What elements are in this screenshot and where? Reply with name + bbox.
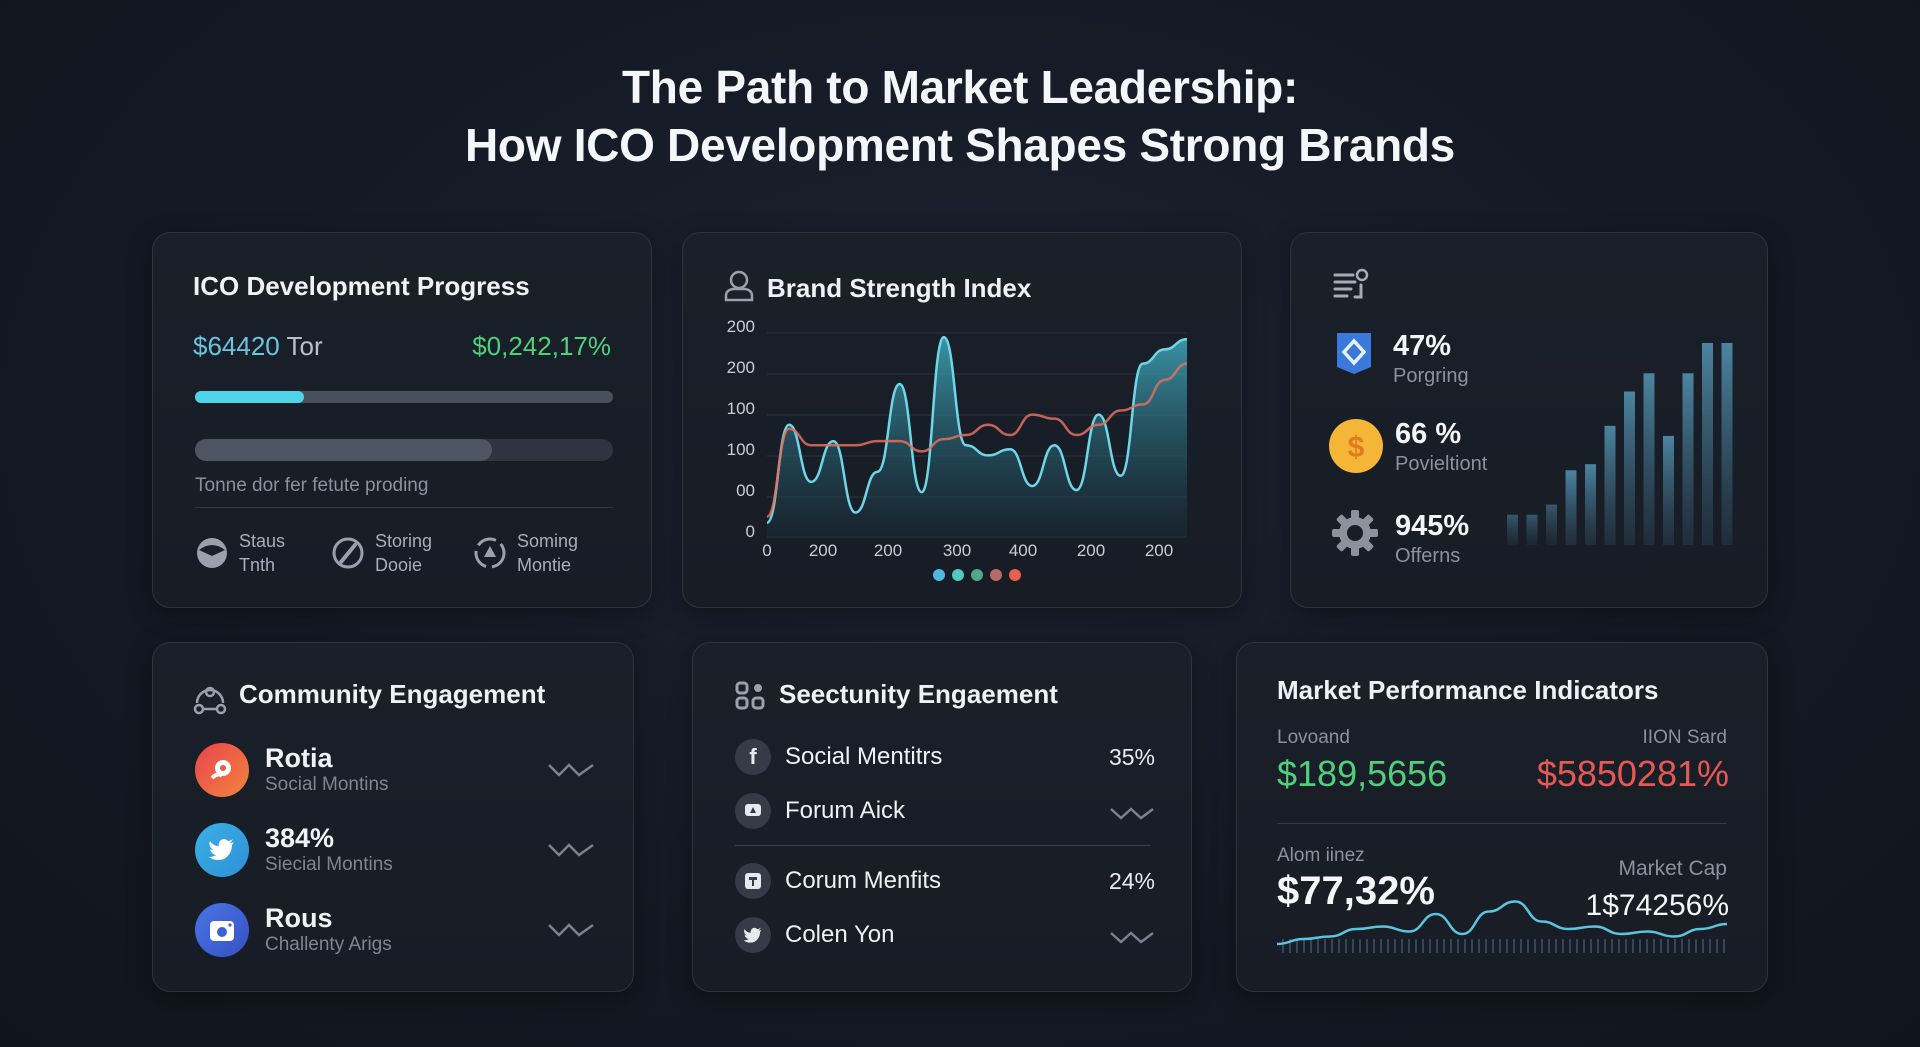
kpi-item: 47% Porgring [1331, 329, 1469, 389]
facebook-icon: f [735, 739, 771, 775]
card-title: ICO Development Progress [193, 271, 530, 301]
stage-soming[interactable]: Soming Montie [473, 529, 578, 577]
percent-stat: $0,242,17% [472, 331, 611, 361]
divider [195, 507, 613, 508]
secondary-progress-bar [195, 439, 613, 461]
brand-strength-chart [767, 332, 1187, 538]
market-cap-value: 1$74256% [1585, 889, 1729, 922]
security-item[interactable]: f Social Mentitrs 35% [735, 739, 1155, 775]
left-metric: $189,5656 [1277, 753, 1448, 794]
dollar-coin-icon: $ [1329, 419, 1383, 473]
community-item[interactable]: Rotia Social Montins [195, 743, 595, 797]
avatar [195, 823, 249, 877]
chevron-wave-icon[interactable] [547, 921, 595, 939]
card-title: Community Engagement [239, 679, 546, 709]
kpi-card: 47% Porgring $ 66 % Povieltiont 945% Offern… [1290, 232, 1768, 608]
community-icon [193, 686, 227, 715]
brand-logo-icon [210, 760, 231, 780]
page-title: The Path to Market Leadership: How ICO D… [465, 61, 1455, 171]
twitter-icon [735, 917, 771, 953]
stage-status[interactable]: Staus Tnth [195, 529, 285, 577]
security-engagement-card: Seectunity Engaement f Social Mentitrs 3… [692, 642, 1192, 992]
raised-stat: $64420 Tor [193, 331, 323, 361]
market-sparkline [1277, 900, 1727, 953]
community-engagement-card: Community Engagement Rotia Social Montins… [152, 642, 634, 992]
security-item[interactable]: Corum Menfits 24% [735, 863, 1155, 899]
community-item[interactable]: 384% Siecial Montins [195, 823, 595, 877]
brand-strength-card: Brand Strength Index 200 200 100 100 00 … [682, 232, 1242, 608]
kpi-item: $ 66 % Povieltiont [1327, 417, 1487, 477]
legend-dot[interactable] [933, 569, 945, 581]
grid-apps-icon [735, 681, 765, 710]
forum-icon [735, 863, 771, 899]
security-item[interactable]: Colen Yon [735, 917, 1155, 953]
legend-dot[interactable] [1009, 569, 1021, 581]
legend-dot[interactable] [952, 569, 964, 581]
avatar [195, 743, 249, 797]
triangle-circle-icon [474, 537, 506, 569]
chevron-wave-icon[interactable] [1109, 805, 1155, 821]
right-metric: $5850281% [1536, 753, 1729, 794]
avatar [195, 903, 249, 957]
status-icon [197, 538, 227, 568]
card-title: Seectunity Engaement [779, 679, 1058, 709]
chevron-wave-icon[interactable] [1109, 929, 1155, 945]
legend-dot[interactable] [971, 569, 983, 581]
market-performance-card: Market Performance Indicators Lovoand II… [1236, 642, 1768, 992]
community-item[interactable]: Rous Challenty Arigs [195, 903, 595, 957]
security-item[interactable]: Forum Aick [735, 793, 1155, 829]
divider [735, 845, 1151, 846]
kpi-bar-chart [1507, 343, 1733, 545]
shield-icon [1337, 333, 1371, 374]
chart-legend[interactable] [933, 569, 1021, 581]
legend-dot[interactable] [990, 569, 1002, 581]
svg-text:$: $ [1348, 431, 1365, 464]
bottom-left-metric: $77,32% [1277, 869, 1435, 913]
gauge-icon [332, 537, 364, 569]
progress-note: Tonne dor fer fetute proding [195, 475, 429, 496]
chevron-wave-icon[interactable] [547, 841, 595, 859]
card-title: Brand Strength Index [767, 273, 1032, 303]
card-title: Market Performance Indicators [1277, 675, 1659, 705]
camera-icon [210, 921, 234, 941]
gear-icon [1332, 510, 1378, 556]
stage-storing[interactable]: Storing Dooie [331, 529, 432, 577]
divider [1277, 823, 1727, 824]
primary-progress-bar [195, 391, 613, 403]
filter-list-icon[interactable] [1333, 267, 1371, 303]
user-icon [724, 270, 754, 302]
chat-icon [735, 793, 771, 829]
kpi-item: 945% Offerns [1331, 509, 1469, 569]
twitter-icon [209, 839, 234, 861]
ico-progress-card: ICO Development Progress $64420 Tor $0,2… [152, 232, 652, 608]
chevron-wave-icon[interactable] [547, 761, 595, 779]
